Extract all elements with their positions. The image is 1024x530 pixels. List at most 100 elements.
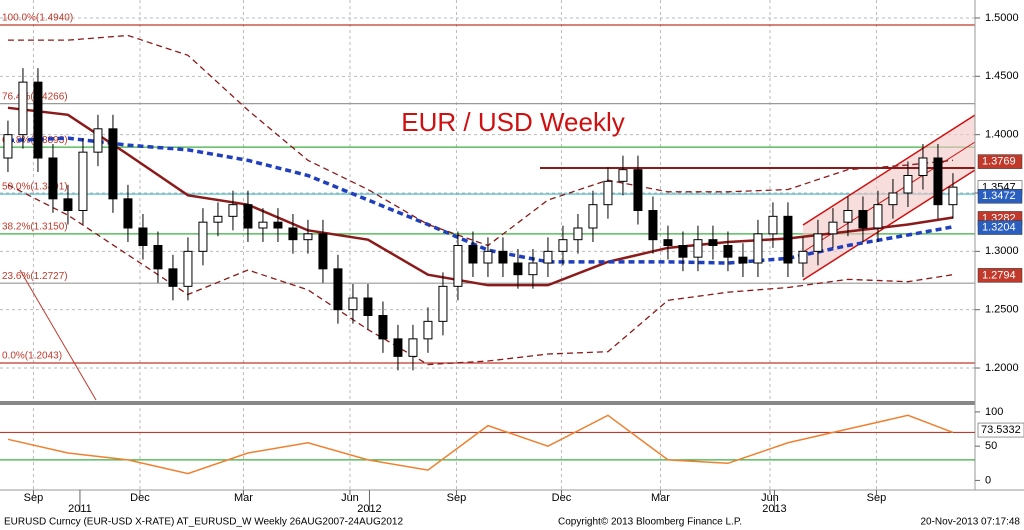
candle-body: [543, 250, 553, 264]
y-tick-label: 1.5000: [985, 12, 1019, 24]
moving-average: [7, 184, 954, 366]
x-tick-label: Sep: [867, 492, 887, 504]
x-tick-label: Dec: [552, 492, 572, 504]
candle-body: [228, 204, 238, 217]
y-tick-label: 1.4500: [985, 70, 1019, 82]
candle-body: [168, 268, 178, 287]
candle-body: [273, 221, 283, 229]
fib-label: 38.2%(1.3150): [2, 221, 68, 232]
grid-layer: 100.0%(1.4940)76.4%(1.4266)61.8%(1.3893)…: [0, 0, 975, 490]
candle-body: [123, 198, 133, 229]
fib-label: 23.6%(1.2727): [2, 271, 68, 282]
y-tick-label: 1.3000: [985, 245, 1019, 257]
moving-average: [7, 106, 954, 287]
x-tick-label: Jun: [341, 492, 359, 504]
candle-body: [798, 250, 808, 264]
candle-body: [378, 315, 388, 340]
footer-center: Copyright© 2013 Bloomberg Finance L.P.: [558, 517, 742, 528]
osc-tag-label: 73.5332: [981, 424, 1021, 436]
candle-body: [873, 204, 883, 229]
price-tag-label: 1.3472: [982, 190, 1016, 202]
candle-body: [888, 192, 898, 206]
candle-body: [813, 233, 823, 252]
x-tick-label: Sep: [24, 492, 44, 504]
candle-body: [603, 180, 613, 206]
candle-body: [618, 169, 628, 182]
candle-body: [498, 250, 508, 264]
candle-body: [903, 174, 913, 194]
candle-body: [633, 169, 643, 212]
osc-tick-label: 100: [985, 406, 1003, 418]
candle-body: [738, 256, 748, 264]
candle-body: [843, 210, 853, 223]
fib-label: 100.0%(1.4940): [2, 13, 73, 24]
candle-body: [198, 221, 208, 252]
candle-body: [663, 239, 673, 247]
candle-body: [708, 239, 718, 247]
candle-body: [918, 157, 928, 176]
candle-body: [3, 134, 13, 159]
x-tick-label: Sep: [447, 492, 467, 504]
candle-body: [318, 233, 328, 270]
y-tick-label: 1.4000: [985, 129, 1019, 141]
candle-body: [138, 227, 148, 247]
price-tag: [977, 154, 1023, 169]
price-tag: [977, 220, 1023, 235]
candle-body: [348, 297, 358, 311]
candle-body: [243, 204, 253, 229]
candle-body: [408, 338, 418, 357]
fib-label: 50.0%(1.3491): [2, 182, 68, 193]
candle-body: [828, 221, 838, 235]
footer-left: EURUSD Curncy (EUR-USD X-RATE) AT_EURUSD…: [4, 517, 403, 528]
year-label: 2012: [357, 503, 381, 515]
candle-body: [393, 338, 403, 357]
trend-line: [19, 269, 97, 401]
price-tag-label: 1.2794: [982, 269, 1016, 281]
year-label: 2013: [762, 503, 786, 515]
candle-body: [513, 262, 523, 276]
candle-body: [858, 210, 868, 229]
candle-body: [183, 250, 193, 287]
chart-title: EUR / USD Weekly: [401, 107, 624, 137]
y-tick-label: 1.2000: [985, 362, 1019, 374]
candle-body: [483, 250, 493, 264]
price-tag-label: 1.3769: [982, 156, 1016, 168]
candle-body: [438, 285, 448, 322]
price-tag: [977, 268, 1023, 283]
candle-body: [333, 268, 343, 311]
candle-body: [783, 215, 793, 264]
candle-body: [363, 297, 373, 317]
channel-upper: [802, 114, 976, 226]
price-tag: [977, 189, 1023, 204]
moving-average: [7, 136, 954, 265]
candle-body: [453, 245, 463, 287]
candle-body: [153, 245, 163, 270]
candle-body: [63, 198, 73, 212]
candle-body: [33, 81, 43, 159]
candle-body: [573, 227, 583, 241]
candle-body: [18, 81, 28, 136]
fib-label: 0.0%(1.2043): [2, 351, 62, 362]
channel-lower: [802, 169, 976, 281]
candle-body: [303, 233, 313, 241]
x-tick-label: Dec: [130, 492, 150, 504]
y-tick-label: 1.2500: [985, 304, 1019, 316]
candle-body: [933, 157, 943, 206]
osc-tick-label: 50: [985, 440, 997, 452]
candle-body: [93, 128, 103, 153]
candle-body: [258, 221, 268, 229]
osc-tag: [977, 422, 1024, 438]
candle-body: [48, 157, 58, 200]
candle-body: [528, 262, 538, 276]
candle-body: [678, 245, 688, 258]
year-label: 2011: [68, 503, 92, 515]
candle-body: [648, 210, 658, 241]
candle-body: [288, 227, 298, 241]
osc-tick-label: 0: [985, 474, 991, 486]
price-tag-label: 1.3204: [982, 221, 1016, 233]
candle-body: [693, 239, 703, 258]
candle-body: [213, 215, 223, 223]
candle-body: [78, 151, 88, 212]
